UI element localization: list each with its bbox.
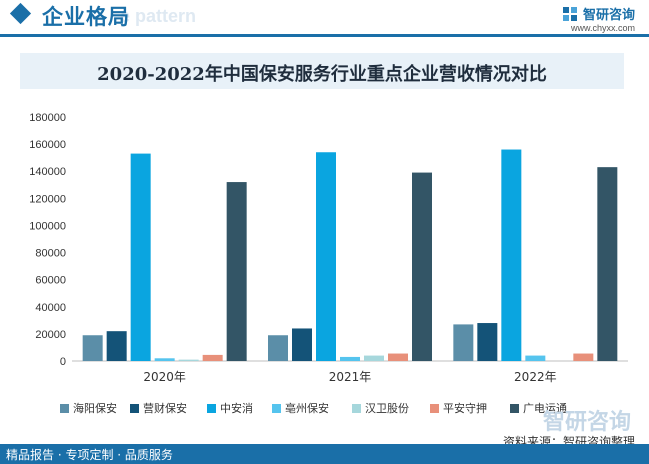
legend-label: 广电运通 bbox=[523, 402, 567, 415]
header-bg-text: e pattern bbox=[120, 6, 197, 26]
legend-label: 营财保安 bbox=[143, 402, 187, 415]
bar bbox=[597, 167, 618, 361]
legend-swatch bbox=[510, 404, 519, 413]
chart-title-bar: 2020-2022年中国保安服务行业重点企业营收情况对比 bbox=[20, 53, 624, 89]
bar bbox=[412, 172, 432, 361]
legend-swatch bbox=[430, 404, 439, 413]
legend-label: 汉卫股份 bbox=[365, 402, 409, 415]
bar bbox=[82, 335, 103, 361]
bar bbox=[525, 355, 546, 361]
header: e pattern 企业格局 智研咨询 www.chyxx.com bbox=[0, 0, 649, 34]
y-tick-label: 140000 bbox=[29, 166, 66, 178]
header-divider bbox=[0, 34, 649, 37]
bar bbox=[340, 356, 360, 361]
legend-item: 营财保安 bbox=[130, 400, 187, 416]
bar bbox=[130, 153, 151, 361]
legend-label: 海阳保安 bbox=[73, 402, 117, 415]
y-tick-label: 60000 bbox=[35, 275, 66, 287]
bar bbox=[388, 353, 408, 361]
bar bbox=[573, 353, 594, 361]
y-tick-label: 100000 bbox=[29, 220, 66, 232]
legend-swatch bbox=[60, 404, 69, 413]
legend-item: 中安消 bbox=[207, 400, 253, 416]
bar bbox=[202, 354, 223, 361]
bar bbox=[316, 152, 336, 361]
legend-item: 广电运通 bbox=[510, 400, 567, 416]
x-tick-label: 2021年 bbox=[329, 370, 372, 384]
x-tick-label: 2022年 bbox=[514, 370, 557, 384]
y-tick-label: 0 bbox=[60, 356, 66, 368]
bar bbox=[501, 149, 522, 361]
footer-text: 精品报告 · 专项定制 · 品质服务 bbox=[6, 448, 173, 462]
y-tick-label: 80000 bbox=[35, 248, 66, 260]
legend-item: 亳州保安 bbox=[272, 400, 329, 416]
y-tick-label: 120000 bbox=[29, 193, 66, 205]
bar bbox=[226, 182, 247, 361]
footer-bar: 精品报告 · 专项定制 · 品质服务 bbox=[0, 444, 649, 464]
watermark-logo: 智研咨询 bbox=[542, 410, 631, 435]
legend-swatch bbox=[130, 404, 139, 413]
brand-logo-icon bbox=[562, 6, 577, 21]
brand-name: 智研咨询 bbox=[582, 8, 635, 23]
bar bbox=[453, 324, 474, 361]
legend-label: 亳州保安 bbox=[285, 402, 329, 415]
bar bbox=[268, 335, 288, 361]
bar bbox=[106, 331, 127, 361]
bar bbox=[477, 323, 498, 361]
legend-swatch bbox=[352, 404, 361, 413]
bar bbox=[292, 328, 312, 361]
y-tick-label: 20000 bbox=[35, 329, 66, 341]
y-tick-label: 180000 bbox=[29, 112, 66, 124]
bar bbox=[178, 359, 199, 361]
bar bbox=[364, 355, 384, 361]
bar bbox=[154, 358, 175, 361]
brand: 智研咨询 www.chyxx.com bbox=[562, 3, 635, 33]
legend-label: 中安消 bbox=[220, 402, 253, 415]
legend-item: 平安守押 bbox=[430, 400, 487, 416]
legend-item: 海阳保安 bbox=[60, 400, 117, 416]
chart-title: 2020-2022年中国保安服务行业重点企业营收情况对比 bbox=[97, 64, 547, 85]
y-tick-label: 40000 bbox=[35, 302, 66, 314]
legend-swatch bbox=[272, 404, 281, 413]
y-tick-label: 160000 bbox=[29, 139, 66, 151]
x-tick-label: 2020年 bbox=[143, 370, 186, 384]
legend-item: 汉卫股份 bbox=[352, 400, 409, 416]
legend-swatch bbox=[207, 404, 216, 413]
brand-url: www.chyxx.com bbox=[570, 23, 635, 33]
legend-label: 平安守押 bbox=[443, 402, 487, 415]
chart-legend: 海阳保安 营财保安 中安消 亳州保安 汉卫股份 平安守押 广电运通 bbox=[60, 400, 630, 416]
page-title: 企业格局 bbox=[42, 5, 130, 29]
